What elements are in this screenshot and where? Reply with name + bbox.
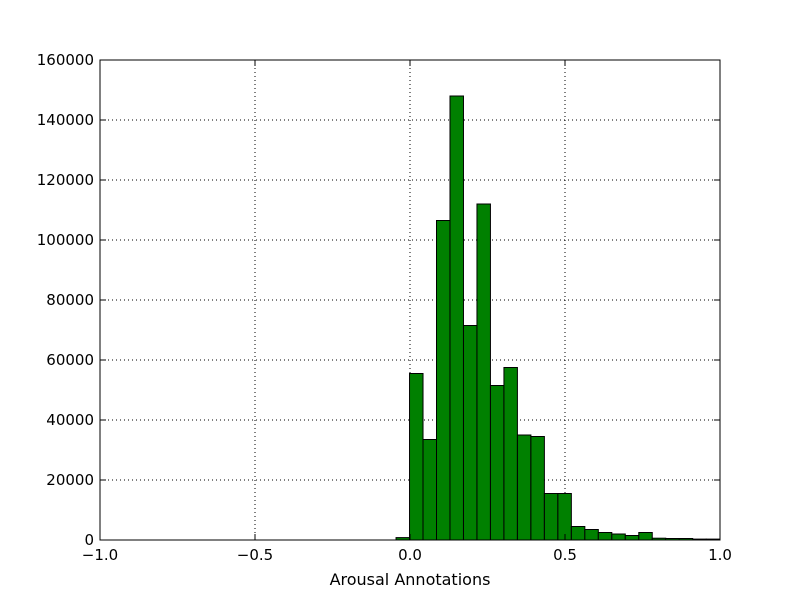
y-tick-labels: 0 20000 40000 60000 80000 100000 120000 140000 1…	[37, 51, 94, 549]
histogram-bar	[584, 529, 599, 541]
x-tick-label: −1.0	[82, 546, 118, 564]
histogram-bar	[409, 373, 424, 541]
histogram-bar	[530, 436, 545, 541]
grid-lines	[100, 60, 720, 540]
x-tick-label: 0.5	[553, 546, 577, 564]
y-tick-label: 60000	[46, 351, 94, 369]
y-tick-label: 160000	[37, 51, 94, 69]
x-tick-label: 1.0	[708, 546, 732, 564]
histogram-bar	[516, 434, 532, 541]
histogram-bar	[503, 367, 518, 541]
histogram-bar	[611, 533, 626, 541]
axis-ticks	[99, 59, 721, 541]
histogram-bar	[436, 220, 451, 541]
y-tick-label: 0	[84, 531, 94, 549]
histogram-bar	[462, 325, 478, 541]
y-tick-label: 140000	[37, 111, 94, 129]
y-tick-label: 40000	[46, 411, 94, 429]
histogram-bar	[476, 203, 491, 541]
x-tick-labels: −1.0 −0.5 0.0 0.5 1.0	[82, 546, 732, 564]
y-tick-label: 120000	[37, 171, 94, 189]
histogram-bar	[638, 532, 653, 541]
x-tick-label: −0.5	[237, 546, 273, 564]
histogram-bar	[449, 95, 464, 541]
histogram-bar	[489, 385, 505, 541]
histogram-bar	[570, 526, 586, 541]
histogram-bar	[557, 493, 572, 541]
y-tick-label: 100000	[37, 231, 94, 249]
x-tick-label: 0.0	[398, 546, 422, 564]
histogram-bar	[543, 493, 559, 541]
histogram-bar	[422, 439, 438, 541]
y-tick-label: 80000	[46, 291, 94, 309]
x-axis-label: Arousal Annotations	[330, 570, 491, 589]
histogram-bar	[597, 532, 613, 541]
y-tick-label: 20000	[46, 471, 94, 489]
histogram-bar	[624, 535, 640, 541]
histogram-bars	[395, 95, 721, 541]
